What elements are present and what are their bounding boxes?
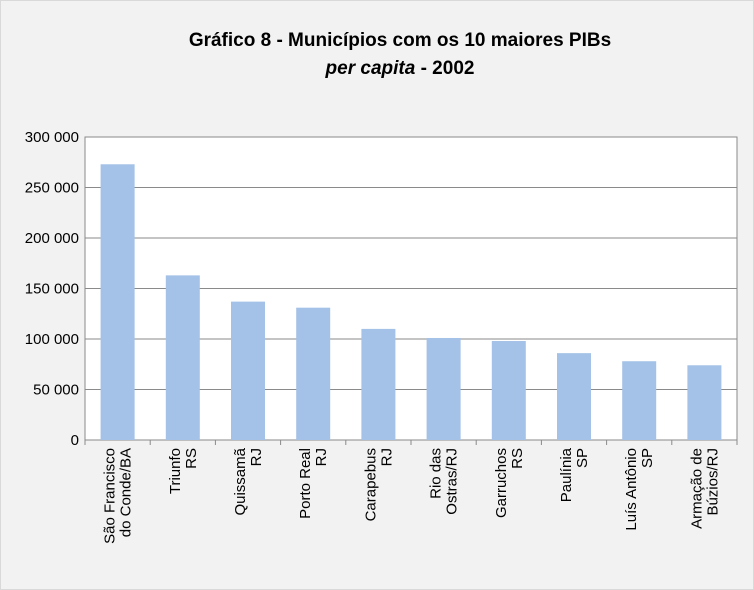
y-tick-label: 100 000 [25,331,79,348]
subtitle-rest: - 2002 [415,58,474,79]
y-tick-label: 50 000 [33,382,79,399]
subtitle-italic: per capita [325,58,416,79]
x-tick-label: RJ [313,448,330,466]
x-tick-label: Búzios/RJ [704,448,721,516]
y-tick-label: 150 000 [25,281,79,298]
x-tick-label: SP [639,448,656,468]
y-tick-label: 0 [71,432,79,449]
x-tick-label: RS [509,448,526,469]
x-tick-label: Rio das [428,448,445,499]
y-tick-label: 250 000 [25,180,79,197]
bar [100,164,135,440]
x-tick-label: Garruchos [493,448,510,518]
x-tick-label: Triunfo [167,448,184,494]
x-tick-label: Ostras/RJ [444,448,461,515]
x-tick-label: Quissamã [232,447,249,515]
x-tick-label: Luís Antônio [623,448,640,531]
x-tick-label: Porto Real [297,448,314,519]
y-tick-label: 200 000 [25,230,79,247]
x-tick-label: do Conde/BA [118,448,135,537]
bar [687,365,722,440]
x-tick-label: Armação de [688,448,705,529]
bar [165,275,200,440]
x-tick-label: São Francisco [102,448,119,544]
x-tick-label: RS [183,448,200,469]
bar [622,361,657,440]
bar [296,307,331,440]
bar [361,328,396,440]
x-tick-label: RJ [378,448,395,466]
bar [491,341,526,440]
bar [426,337,461,440]
bar [231,301,265,440]
chart-title: Gráfico 8 - Municípios com os 10 maiores… [189,30,611,51]
x-tick-label: SP [574,448,591,468]
bar [557,353,591,440]
x-tick-label: Carapebus [362,448,379,521]
x-tick-label: Paulínia [558,447,575,502]
x-tick-label: RJ [248,448,265,466]
chart-subtitle: per capita - 2002 [325,58,475,79]
y-tick-label: 300 000 [25,129,79,146]
